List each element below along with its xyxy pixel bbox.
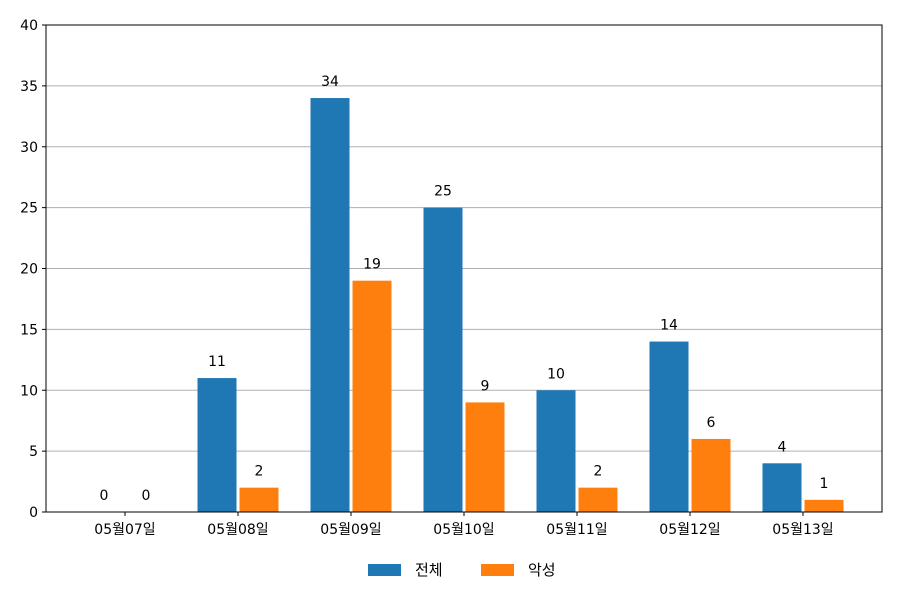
bars-group <box>197 98 844 513</box>
data-label: 6 <box>707 415 716 431</box>
legend-swatch <box>481 564 514 576</box>
data-label: 0 <box>100 488 109 504</box>
data-labels-group: 0 0 11 2 34 19 25 9 10 2 14 6 4 1 <box>100 74 829 504</box>
data-label: 10 <box>547 366 565 382</box>
data-label: 9 <box>481 378 490 394</box>
bar-malicious <box>578 487 618 512</box>
y-tick-label: 10 <box>20 383 38 399</box>
data-label: 0 <box>142 488 151 504</box>
x-tick-label: 05월12일 <box>659 522 720 538</box>
bar-total <box>197 378 237 512</box>
data-label: 34 <box>321 74 339 90</box>
x-tick-label: 05월10일 <box>433 522 494 538</box>
gridlines <box>46 85 882 452</box>
y-tick-label: 5 <box>29 444 38 460</box>
data-label: 2 <box>255 464 264 480</box>
bar-total <box>536 390 576 512</box>
x-tick-label: 05월13일 <box>772 522 833 538</box>
y-tick-label: 15 <box>20 322 38 338</box>
x-tick-label: 05월07일 <box>94 522 155 538</box>
bar-malicious <box>804 499 844 512</box>
data-label: 14 <box>660 318 678 334</box>
x-tick-label: 05월11일 <box>546 522 607 538</box>
data-label: 11 <box>208 354 226 370</box>
bar-total <box>423 207 463 512</box>
bar-malicious <box>465 402 505 512</box>
bar-malicious <box>239 487 279 512</box>
bar-total <box>762 463 802 512</box>
x-tick-label: 05월08일 <box>207 522 268 538</box>
y-tick-label: 40 <box>20 18 38 34</box>
data-label: 4 <box>778 439 787 455</box>
y-axis: 0 5 10 15 20 25 30 35 40 <box>20 18 46 521</box>
legend-label: 전체 <box>415 561 443 579</box>
bar-malicious <box>352 280 392 512</box>
data-label: 25 <box>434 184 452 200</box>
legend-label: 악성 <box>528 561 556 579</box>
data-label: 2 <box>594 464 603 480</box>
legend: 전체 악성 <box>368 561 556 579</box>
y-tick-label: 20 <box>20 262 38 278</box>
data-label: 1 <box>820 476 829 492</box>
x-tick-label: 05월09일 <box>320 522 381 538</box>
bar-malicious <box>691 438 731 512</box>
x-axis: 05월07일 05월08일 05월09일 05월10일 05월11일 05월12일 05월1… <box>94 512 834 538</box>
y-tick-label: 25 <box>20 201 38 217</box>
y-tick-label: 35 <box>20 79 38 95</box>
legend-swatch <box>368 564 401 576</box>
data-label: 19 <box>363 257 381 273</box>
plot-frame <box>45 24 883 513</box>
bar-total <box>310 98 350 513</box>
y-tick-label: 30 <box>20 140 38 156</box>
bar-total <box>649 341 689 512</box>
y-tick-label: 0 <box>29 505 38 521</box>
